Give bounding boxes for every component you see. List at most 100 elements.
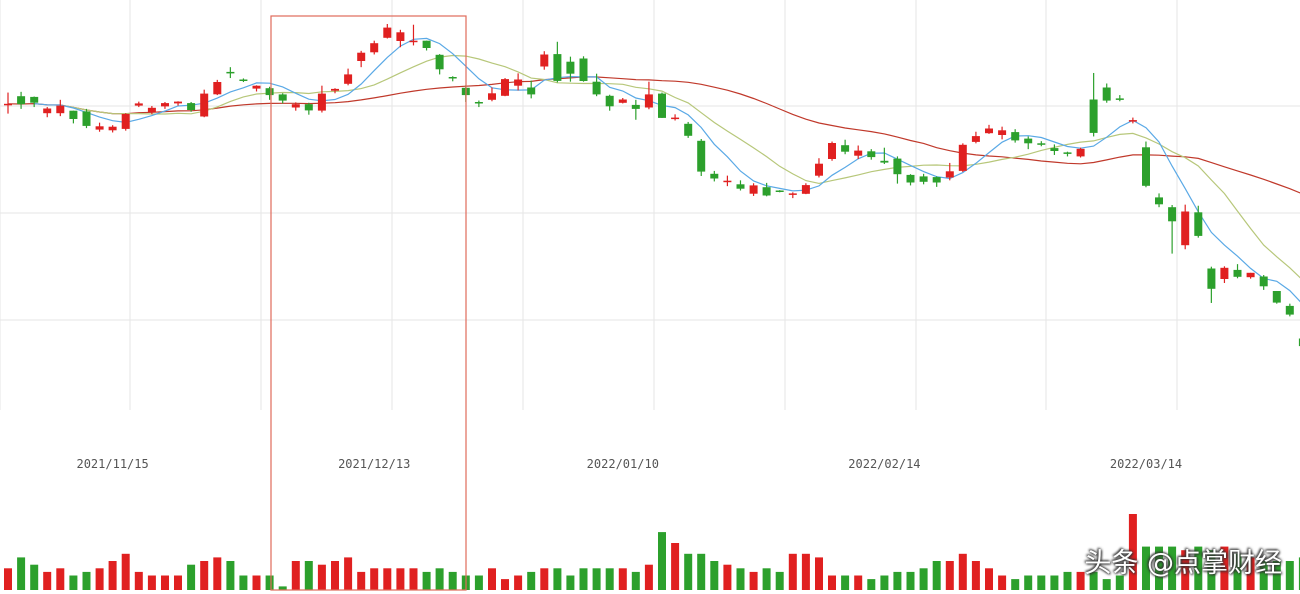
candle-body xyxy=(958,144,967,171)
volume-bar xyxy=(4,568,12,590)
candle xyxy=(723,175,732,187)
candle-body xyxy=(448,77,457,79)
candle-body xyxy=(762,187,771,196)
volume-bar xyxy=(867,579,876,590)
candle-body xyxy=(971,136,980,142)
candle-body xyxy=(317,93,326,111)
ma60-line xyxy=(7,76,1300,194)
volume-bar xyxy=(95,568,104,590)
volume-bar xyxy=(435,568,444,590)
candle xyxy=(514,73,523,91)
candle xyxy=(605,94,614,111)
volume-bar xyxy=(828,575,836,590)
volume-bar xyxy=(788,553,797,590)
candle xyxy=(422,40,431,51)
volume-bar xyxy=(854,575,863,590)
candle-body xyxy=(1246,272,1255,278)
candle-body xyxy=(134,103,143,106)
candle xyxy=(697,138,706,176)
candle-body xyxy=(187,103,196,110)
candle-body xyxy=(1155,197,1163,205)
candle xyxy=(945,162,954,181)
candle xyxy=(82,108,91,129)
candle-body xyxy=(1168,207,1177,222)
candle xyxy=(971,131,980,144)
candle-body xyxy=(331,88,339,91)
candle-body xyxy=(1194,212,1203,236)
volume-bar xyxy=(1011,579,1020,590)
volume-bar xyxy=(1272,561,1281,590)
volume-bars xyxy=(4,514,1300,590)
candle xyxy=(252,85,261,92)
candle xyxy=(1024,136,1033,150)
candle-body xyxy=(906,174,915,183)
candle-body xyxy=(30,96,39,103)
candle xyxy=(1037,141,1046,147)
candle-body xyxy=(801,185,810,194)
volume-bar xyxy=(265,575,274,590)
candle xyxy=(1142,141,1150,188)
volume-bar xyxy=(252,575,261,590)
candle xyxy=(1272,290,1281,304)
candle xyxy=(815,158,823,178)
candle xyxy=(448,76,457,82)
volume-bar xyxy=(317,564,326,590)
candle-body xyxy=(867,151,876,158)
candle-body xyxy=(945,171,954,178)
volume-bar xyxy=(671,543,680,590)
volume-bar xyxy=(945,561,954,590)
candle-body xyxy=(893,158,902,175)
volume-bar xyxy=(108,561,117,590)
candle-body xyxy=(278,94,287,101)
candle xyxy=(291,102,300,111)
candle xyxy=(17,91,26,109)
candle-body xyxy=(488,93,496,100)
candle xyxy=(1050,144,1059,155)
candle-body xyxy=(82,111,91,126)
candle xyxy=(161,101,169,109)
volume-bar xyxy=(291,561,300,590)
candle xyxy=(187,101,196,112)
candle xyxy=(239,78,248,83)
candle-body xyxy=(697,140,706,172)
candle-body xyxy=(291,104,300,108)
candle xyxy=(396,29,405,48)
candle xyxy=(854,145,863,159)
candle xyxy=(435,54,444,75)
candle-body xyxy=(422,40,431,48)
candle xyxy=(1168,205,1177,254)
candle-body xyxy=(344,74,353,84)
candle xyxy=(147,105,156,115)
volume-bar xyxy=(1142,546,1150,590)
candle-body xyxy=(252,85,261,89)
volume-bar xyxy=(161,575,169,590)
ma5-series xyxy=(34,37,1300,303)
volume-bar xyxy=(1207,550,1216,590)
volume-bar xyxy=(331,561,339,590)
candle-body xyxy=(4,103,12,106)
volume-bar xyxy=(304,561,313,590)
candle-body xyxy=(566,61,575,74)
candle xyxy=(671,114,680,121)
candle-body xyxy=(174,101,182,104)
volume-bar xyxy=(200,561,209,590)
candle xyxy=(801,183,810,195)
volume-bar xyxy=(501,579,509,590)
volume-bar xyxy=(919,568,928,590)
volume-bar xyxy=(1285,561,1294,590)
candle-body xyxy=(749,185,758,194)
candle-body xyxy=(605,95,614,107)
candle xyxy=(501,78,509,97)
candle xyxy=(1076,147,1085,158)
volume-bar xyxy=(618,568,627,590)
volume-bar xyxy=(762,568,771,590)
volume-bar xyxy=(644,564,653,590)
candle-body xyxy=(1115,98,1124,100)
candle-body xyxy=(357,52,366,61)
candle-body xyxy=(1024,138,1033,144)
candle xyxy=(618,98,627,104)
candle xyxy=(474,100,483,108)
candle xyxy=(1102,83,1111,103)
volume-bar xyxy=(43,571,52,590)
candle-body xyxy=(1285,305,1294,315)
